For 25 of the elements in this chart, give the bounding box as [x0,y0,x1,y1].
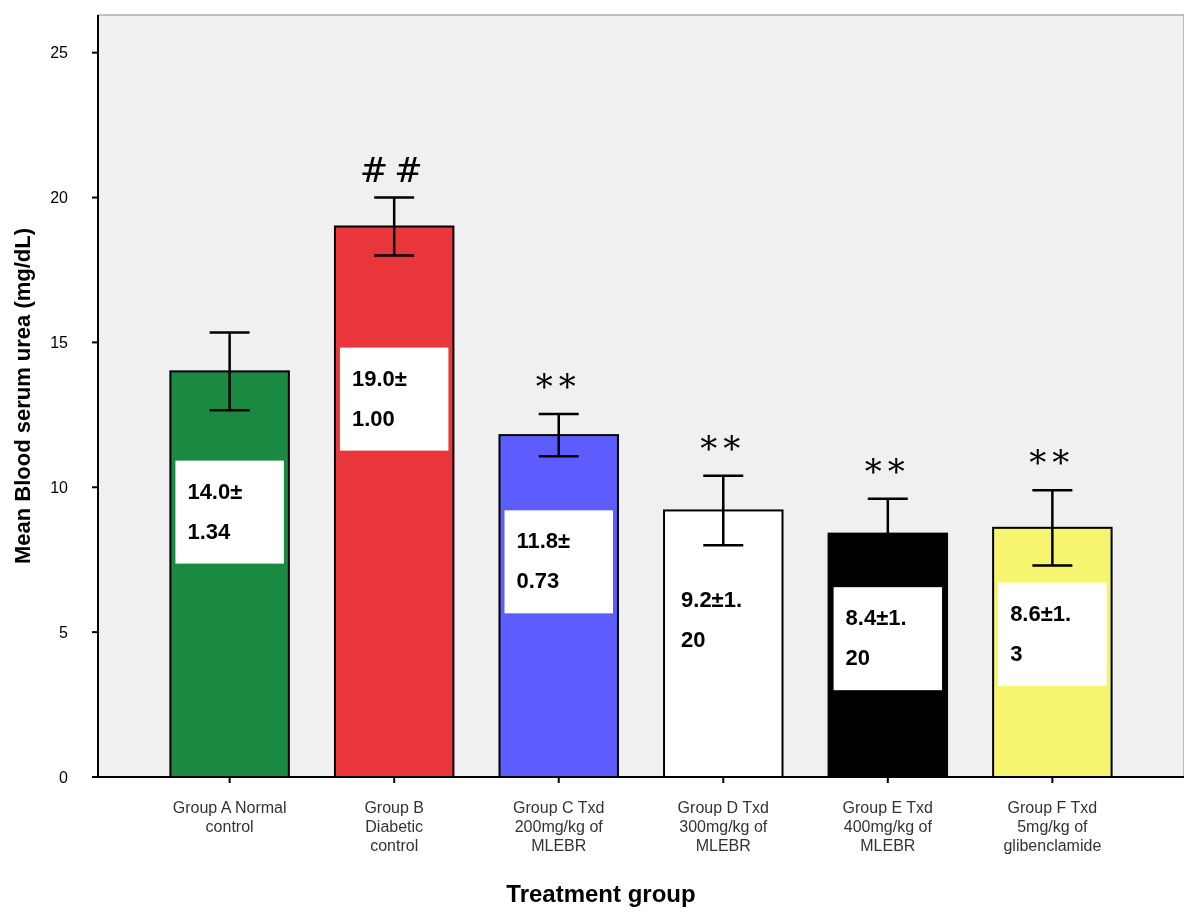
x-axis-title: Treatment group [506,880,696,907]
annotation: ** [535,365,582,406]
x-tick-label: Group A Normal control [172,799,287,835]
x-tick-label: Group F Txd 5mg/kg of glibenclamide [1003,799,1102,854]
y-tick-label: 25 [50,44,69,62]
annotation: ** [1029,442,1076,483]
data-label: 19.0±1.00 [351,365,407,431]
data-label: 9.2±1.20 [681,587,743,653]
y-tick-label: 10 [50,478,69,496]
x-tick-label: Group D Txd 300mg/kg of MLEBR [677,799,769,854]
annotation: ** [864,450,911,491]
data-label: 14.0±1.34 [187,478,243,544]
data-label: 8.6±1.3 [1010,600,1072,666]
x-tick-label: Group C Txd 200mg/kg of MLEBR [513,799,605,854]
data-label: 11.8±0.73 [516,528,571,594]
y-tick-label: 0 [59,768,69,786]
annotation: ** [700,427,747,468]
y-axis-title: Mean Blood serum urea (mg/dL) [10,227,35,565]
data-label: 8.4±1.20 [845,605,907,671]
x-tick-label: Group B Diabetic control [364,799,424,854]
annotation: ## [359,149,429,190]
y-tick-label: 5 [59,623,69,641]
y-tick-label: 20 [50,189,69,207]
x-tick-label: Group E Txd 400mg/kg of MLEBR [842,799,934,854]
y-tick-label: 15 [50,334,69,351]
